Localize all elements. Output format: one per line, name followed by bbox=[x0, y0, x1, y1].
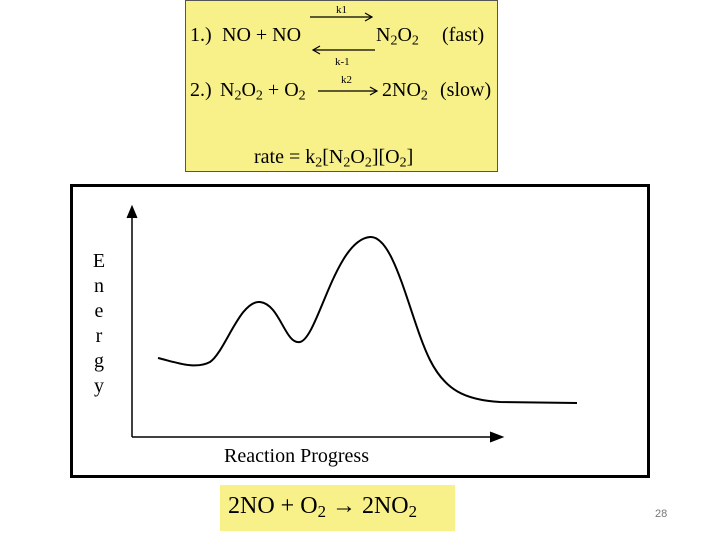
step1-plus: + bbox=[255, 24, 268, 46]
step1-speed: (fast) bbox=[442, 24, 485, 46]
page-number: 28 bbox=[655, 508, 668, 520]
step1-reactant-a: NO bbox=[222, 24, 251, 46]
step2-product: 2NO2 bbox=[382, 79, 428, 104]
x-axis-arrowhead-icon bbox=[489, 431, 505, 443]
x-axis-label: Reaction Progress bbox=[224, 445, 369, 467]
step2-number: 2.) bbox=[190, 79, 212, 101]
y-axis-label: E n e r g y bbox=[89, 249, 109, 399]
step1-number: 1.) bbox=[190, 24, 212, 46]
step1-reactants: NO + NO bbox=[222, 25, 301, 45]
rate-law: rate = k2[N2O2][O2] bbox=[254, 146, 414, 171]
energy-curve bbox=[157, 235, 578, 404]
step2-speed: (slow) bbox=[440, 79, 492, 101]
y-axis-letter: y bbox=[94, 375, 104, 397]
step1-reactant-b: NO bbox=[272, 24, 302, 46]
step1-reverse-k: k-1 bbox=[335, 56, 350, 68]
step2-k: k2 bbox=[341, 74, 352, 86]
energy-diagram-frame bbox=[70, 184, 650, 478]
reaction-arrow-icon: → bbox=[331, 493, 356, 519]
y-axis-letter: e bbox=[94, 300, 104, 322]
y-axis-letter: r bbox=[95, 325, 103, 347]
mechanism-box bbox=[185, 0, 498, 172]
y-axis-arrowhead-icon bbox=[126, 204, 138, 219]
step2-reactants: N2O2 + O2 bbox=[220, 79, 306, 104]
step1-product: N2O2 bbox=[376, 24, 419, 49]
y-axis-letter: g bbox=[94, 350, 104, 372]
forward-arrow-icon bbox=[310, 12, 374, 22]
reverse-arrow-icon bbox=[311, 45, 375, 55]
y-axis-letter: n bbox=[94, 275, 104, 297]
overall-reaction: 2NO + O2 → 2NO2 bbox=[228, 493, 418, 522]
overall-reaction-box bbox=[220, 485, 455, 531]
step1-forward-k: k1 bbox=[336, 4, 347, 16]
step2-arrow-icon bbox=[318, 86, 379, 96]
y-axis-letter: E bbox=[92, 250, 106, 272]
